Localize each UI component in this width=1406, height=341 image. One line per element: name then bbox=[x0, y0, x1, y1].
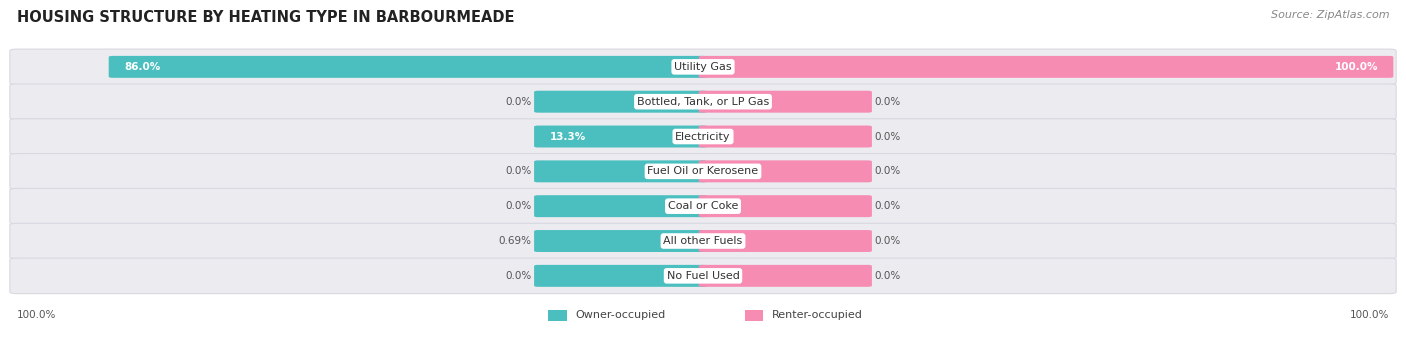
Text: Owner-occupied: Owner-occupied bbox=[575, 310, 665, 321]
Text: 0.0%: 0.0% bbox=[505, 166, 531, 176]
FancyBboxPatch shape bbox=[699, 125, 872, 148]
FancyBboxPatch shape bbox=[10, 258, 1396, 294]
FancyBboxPatch shape bbox=[699, 195, 872, 217]
FancyBboxPatch shape bbox=[534, 125, 707, 148]
Text: 0.69%: 0.69% bbox=[498, 236, 531, 246]
FancyBboxPatch shape bbox=[699, 56, 1393, 78]
FancyBboxPatch shape bbox=[548, 310, 567, 321]
Text: 13.3%: 13.3% bbox=[550, 132, 586, 142]
Text: Source: ZipAtlas.com: Source: ZipAtlas.com bbox=[1271, 10, 1389, 20]
Text: HOUSING STRUCTURE BY HEATING TYPE IN BARBOURMEADE: HOUSING STRUCTURE BY HEATING TYPE IN BAR… bbox=[17, 10, 515, 25]
FancyBboxPatch shape bbox=[534, 265, 707, 287]
FancyBboxPatch shape bbox=[108, 56, 707, 78]
FancyBboxPatch shape bbox=[534, 160, 707, 182]
Text: 86.0%: 86.0% bbox=[124, 62, 160, 72]
Text: 100.0%: 100.0% bbox=[1350, 310, 1389, 321]
Text: Coal or Coke: Coal or Coke bbox=[668, 201, 738, 211]
Text: 0.0%: 0.0% bbox=[505, 97, 531, 107]
FancyBboxPatch shape bbox=[10, 189, 1396, 224]
FancyBboxPatch shape bbox=[10, 223, 1396, 259]
FancyBboxPatch shape bbox=[534, 91, 707, 113]
Text: 0.0%: 0.0% bbox=[875, 97, 901, 107]
Text: All other Fuels: All other Fuels bbox=[664, 236, 742, 246]
Text: Bottled, Tank, or LP Gas: Bottled, Tank, or LP Gas bbox=[637, 97, 769, 107]
Text: Renter-occupied: Renter-occupied bbox=[772, 310, 863, 321]
FancyBboxPatch shape bbox=[699, 265, 872, 287]
Text: 0.0%: 0.0% bbox=[505, 271, 531, 281]
FancyBboxPatch shape bbox=[10, 84, 1396, 119]
Text: Fuel Oil or Kerosene: Fuel Oil or Kerosene bbox=[647, 166, 759, 176]
FancyBboxPatch shape bbox=[699, 230, 872, 252]
Text: 0.0%: 0.0% bbox=[875, 236, 901, 246]
Text: 0.0%: 0.0% bbox=[875, 132, 901, 142]
Text: Electricity: Electricity bbox=[675, 132, 731, 142]
Text: Utility Gas: Utility Gas bbox=[675, 62, 731, 72]
FancyBboxPatch shape bbox=[699, 91, 872, 113]
Text: 100.0%: 100.0% bbox=[1334, 62, 1378, 72]
FancyBboxPatch shape bbox=[10, 153, 1396, 189]
FancyBboxPatch shape bbox=[745, 310, 763, 321]
Text: 0.0%: 0.0% bbox=[875, 166, 901, 176]
FancyBboxPatch shape bbox=[10, 119, 1396, 154]
Text: 0.0%: 0.0% bbox=[505, 201, 531, 211]
FancyBboxPatch shape bbox=[534, 230, 707, 252]
FancyBboxPatch shape bbox=[699, 160, 872, 182]
Text: 0.0%: 0.0% bbox=[875, 201, 901, 211]
Text: 100.0%: 100.0% bbox=[17, 310, 56, 321]
Text: 0.0%: 0.0% bbox=[875, 271, 901, 281]
FancyBboxPatch shape bbox=[534, 195, 707, 217]
FancyBboxPatch shape bbox=[10, 49, 1396, 85]
Text: No Fuel Used: No Fuel Used bbox=[666, 271, 740, 281]
